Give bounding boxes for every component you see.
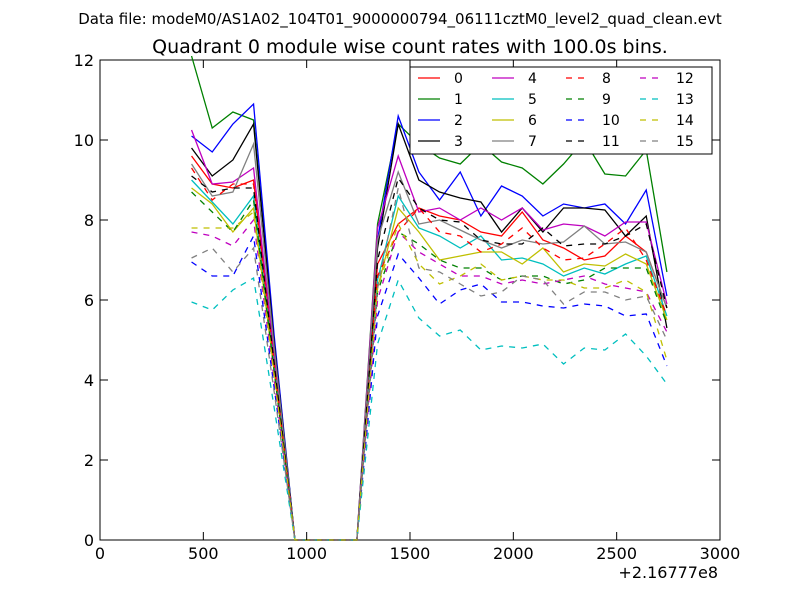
x-tick-label: 0 bbox=[95, 544, 105, 563]
series-line-4 bbox=[190, 129, 668, 541]
y-tick-label: 2 bbox=[84, 451, 94, 470]
x-tick-label: 2000 bbox=[493, 544, 534, 563]
legend-label-0: 0 bbox=[454, 71, 463, 87]
legend-item-1: 1 bbox=[418, 92, 463, 108]
legend-item-0: 0 bbox=[418, 71, 463, 87]
legend-item-14: 14 bbox=[640, 113, 694, 129]
legend-item-4: 4 bbox=[492, 71, 537, 87]
x-tick-label: 1500 bbox=[390, 544, 431, 563]
legend-item-10: 10 bbox=[566, 113, 620, 129]
y-tick-label: 0 bbox=[84, 531, 94, 550]
series-line-3 bbox=[191, 121, 668, 541]
legend-item-15: 15 bbox=[640, 134, 694, 150]
x-tick-labels: 0 500 1000 1500 2000 2500 3000 bbox=[95, 544, 740, 563]
x-tick-label: 500 bbox=[188, 544, 219, 563]
legend-item-6: 6 bbox=[492, 113, 537, 129]
legend-item-2: 2 bbox=[418, 113, 463, 129]
axis-ticks bbox=[99, 59, 721, 541]
series-lines bbox=[190, 55, 668, 541]
legend-item-12: 12 bbox=[640, 71, 694, 87]
series-line-8 bbox=[191, 167, 668, 541]
series-line-7 bbox=[191, 141, 668, 541]
legend-frame bbox=[409, 66, 713, 155]
suptitle: Data file: modeM0/AS1A02_104T01_90000007… bbox=[78, 10, 722, 29]
legend-label-10: 10 bbox=[602, 113, 620, 129]
legend-label-4: 4 bbox=[528, 71, 537, 87]
legend-label-1: 1 bbox=[454, 92, 463, 108]
legend-item-13: 13 bbox=[640, 92, 694, 108]
y-tick-label: 4 bbox=[84, 371, 94, 390]
x-tick-label: 3000 bbox=[700, 544, 741, 563]
y-tick-label: 10 bbox=[74, 131, 94, 150]
y-tick-label: 6 bbox=[84, 291, 94, 310]
legend-label-3: 3 bbox=[454, 134, 463, 150]
legend-item-7: 7 bbox=[492, 134, 537, 150]
legend-item-11: 11 bbox=[566, 134, 620, 150]
x-axis-offset-label: +2.16777e8 bbox=[618, 563, 718, 582]
legend-label-8: 8 bbox=[602, 71, 611, 87]
legend-label-14: 14 bbox=[676, 113, 694, 129]
legend-label-13: 13 bbox=[676, 92, 694, 108]
legend-label-7: 7 bbox=[528, 134, 537, 150]
y-tick-label: 12 bbox=[74, 51, 94, 70]
y-tick-label: 8 bbox=[84, 211, 94, 230]
series-line-13 bbox=[191, 276, 668, 541]
legend-item-5: 5 bbox=[492, 92, 537, 108]
legend-label-12: 12 bbox=[676, 71, 694, 87]
legend-label-9: 9 bbox=[602, 92, 611, 108]
legend-label-11: 11 bbox=[602, 134, 620, 150]
y-tick-labels: 0 2 4 6 8 10 12 bbox=[74, 51, 94, 550]
legend-item-3: 3 bbox=[418, 134, 463, 150]
series-line-14 bbox=[191, 210, 668, 541]
legend-label-15: 15 bbox=[676, 134, 694, 150]
chart-title: Quadrant 0 module wise count rates with … bbox=[152, 36, 668, 58]
x-tick-label: 2500 bbox=[596, 544, 637, 563]
legend-label-5: 5 bbox=[528, 92, 537, 108]
legend-label-6: 6 bbox=[528, 113, 537, 129]
legend-label-2: 2 bbox=[454, 113, 463, 129]
legend-item-8: 8 bbox=[566, 71, 611, 87]
legend-item-9: 9 bbox=[566, 92, 611, 108]
series-line-15 bbox=[191, 187, 668, 541]
series-line-10 bbox=[191, 233, 668, 541]
x-tick-label: 1000 bbox=[286, 544, 327, 563]
